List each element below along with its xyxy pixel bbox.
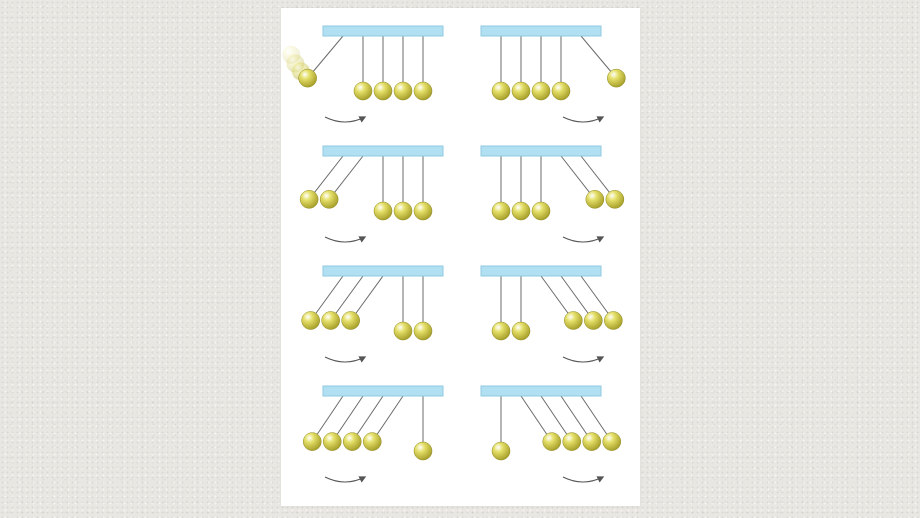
pendulum-ball <box>543 433 561 451</box>
pendulum-ball <box>512 202 530 220</box>
support-bar <box>481 146 601 156</box>
pendulum-ball <box>322 311 340 329</box>
pendulum-ball <box>414 202 432 220</box>
pendulum-ball <box>492 322 510 340</box>
pendulum-ball <box>303 433 321 451</box>
support-bar <box>481 266 601 276</box>
pendulum-ball <box>607 69 625 87</box>
pendulum-ball <box>552 82 570 100</box>
cradle-r1-left <box>282 26 443 122</box>
pendulum-ball <box>492 442 510 460</box>
pendulum-ball <box>532 202 550 220</box>
pendulum-ball <box>414 82 432 100</box>
motion-arrow <box>325 477 365 482</box>
cradle-r4-right <box>481 386 621 482</box>
newtons-cradle-svg <box>281 8 640 506</box>
pendulum-ball <box>374 202 392 220</box>
pendulum-ball <box>583 433 601 451</box>
pendulum-ball <box>532 82 550 100</box>
cradle-r4-left <box>303 386 443 482</box>
pendulum-ball <box>394 82 412 100</box>
pendulum-ball <box>584 311 602 329</box>
pendulum-ball <box>414 322 432 340</box>
cradle-r3-left <box>302 266 443 362</box>
pendulum-ball <box>323 433 341 451</box>
pendulum-ball <box>492 82 510 100</box>
pendulum-ball <box>354 82 372 100</box>
cradle-r3-right <box>481 266 622 362</box>
support-bar <box>323 266 443 276</box>
newtons-cradle-panel <box>281 8 640 506</box>
pendulum-ball <box>342 311 360 329</box>
motion-arrow <box>563 117 603 122</box>
pendulum-ball <box>603 433 621 451</box>
pendulum-ball <box>343 433 361 451</box>
pendulum-ball <box>363 433 381 451</box>
pendulum-ball <box>564 311 582 329</box>
pendulum-ball <box>563 433 581 451</box>
support-bar <box>323 26 443 36</box>
cradle-r2-left <box>300 146 443 242</box>
pendulum-ball <box>512 322 530 340</box>
pendulum-ball <box>492 202 510 220</box>
pendulum-ball <box>394 202 412 220</box>
pendulum-ball <box>394 322 412 340</box>
pendulum-ball <box>320 190 338 208</box>
support-bar <box>323 386 443 396</box>
cradle-r2-right <box>481 146 624 242</box>
pendulum-ball <box>604 311 622 329</box>
motion-arrow <box>325 357 365 362</box>
motion-arrow <box>325 117 365 122</box>
pendulum-ball <box>300 190 318 208</box>
motion-arrow <box>325 237 365 242</box>
motion-arrow <box>563 357 603 362</box>
pendulum-ball <box>512 82 530 100</box>
pendulum-ball <box>606 190 624 208</box>
motion-arrow <box>563 237 603 242</box>
motion-arrow <box>563 477 603 482</box>
support-bar <box>323 146 443 156</box>
support-bar <box>481 26 601 36</box>
pendulum-ball <box>586 190 604 208</box>
pendulum-ball <box>374 82 392 100</box>
support-bar <box>481 386 601 396</box>
pendulum-ball <box>302 311 320 329</box>
pendulum-ball <box>414 442 432 460</box>
pendulum-ball <box>299 69 317 87</box>
cradle-r1-right <box>481 26 625 122</box>
